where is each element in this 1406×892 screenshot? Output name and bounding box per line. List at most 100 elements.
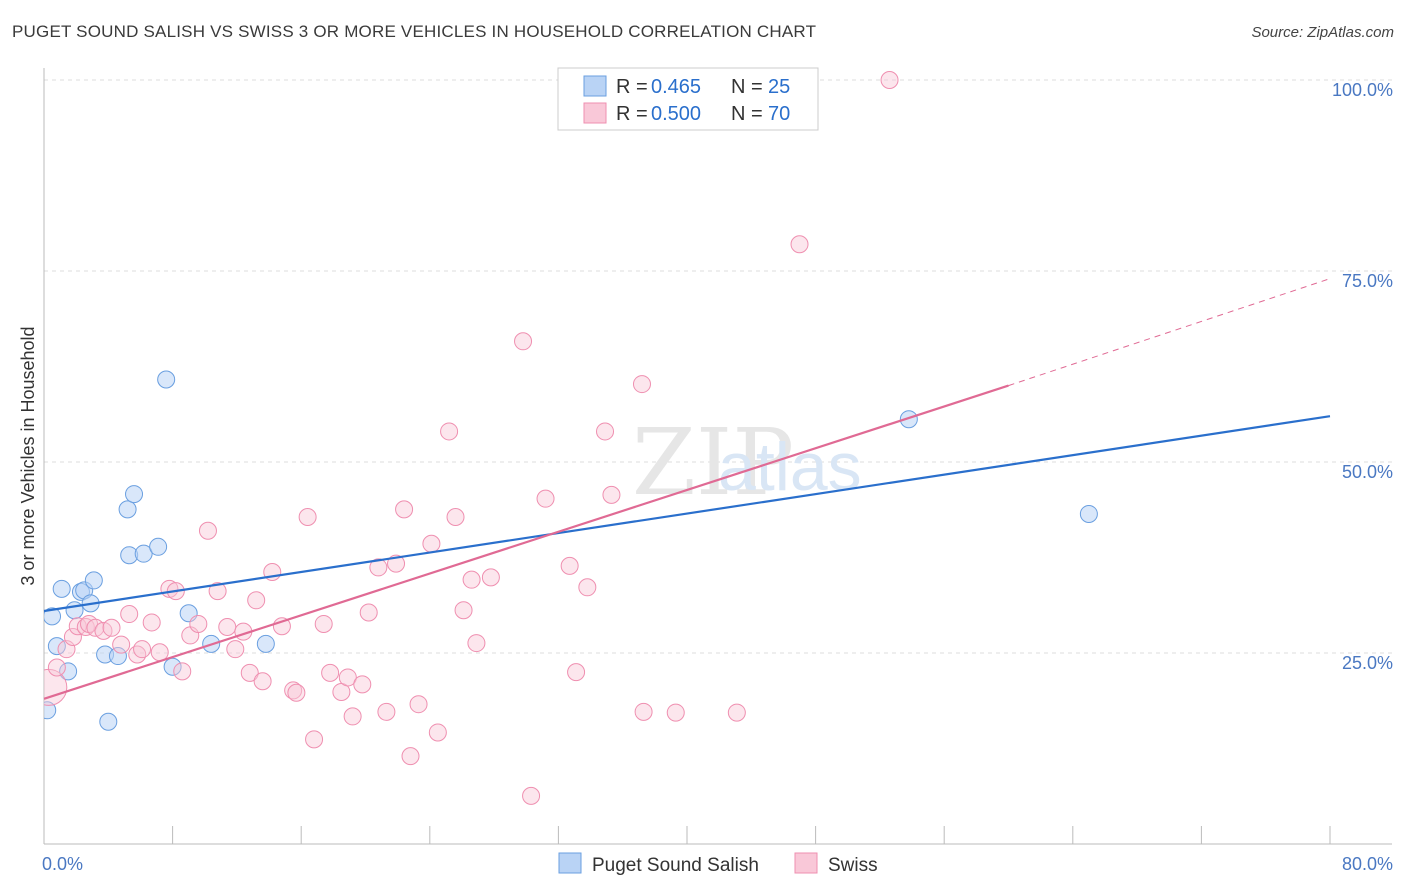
swiss-point-61: [578, 578, 597, 597]
swiss-trend-extension: [1008, 278, 1331, 387]
swiss-point-34: [305, 730, 324, 749]
puget-point-12: [108, 647, 127, 666]
puget-point-13: [118, 500, 137, 519]
puget-point-17: [149, 537, 168, 556]
swiss-point-67: [727, 703, 746, 722]
swiss-point-49: [428, 723, 447, 742]
legend-n-label-puget: N =: [731, 76, 763, 98]
swiss-point-70: [880, 71, 899, 89]
swiss-point-66: [666, 703, 685, 722]
swiss-point-26: [240, 663, 259, 682]
legend-n-value-puget: 25: [768, 76, 790, 98]
swiss-point-46: [401, 747, 420, 766]
puget-point-15: [125, 485, 144, 504]
series-swatch-puget: [558, 852, 582, 874]
swiss-point-3: [63, 627, 82, 646]
swiss-point-58: [536, 489, 555, 508]
puget-point-5: [65, 601, 84, 620]
puget-trend-line: [43, 415, 1331, 613]
swiss-point-52: [454, 601, 473, 620]
source-label: Source: ZipAtlas.com: [1251, 24, 1394, 41]
trend-lines: [43, 278, 1331, 700]
swiss-point-5: [76, 618, 95, 637]
x-tick-label-0: 0.0%: [42, 854, 83, 874]
swiss-point-50: [440, 422, 459, 441]
swiss-point-32: [287, 683, 306, 702]
swiss-point-28: [253, 672, 272, 691]
legend-r-value-puget: 0.465: [651, 76, 701, 98]
y-axis-label: 3 or more Vehicles in Household: [18, 326, 38, 585]
swiss-point-43: [377, 702, 396, 721]
swiss-point-38: [338, 668, 357, 687]
swiss-point-42: [369, 558, 388, 577]
puget-point-9: [84, 571, 103, 590]
swiss-point-33: [298, 508, 317, 527]
swiss-point-39: [343, 707, 362, 726]
legend-r-label-puget: R =: [616, 76, 648, 98]
swiss-point-65: [634, 702, 653, 721]
swiss-point-48: [422, 534, 441, 553]
swiss-point-31: [284, 681, 303, 700]
series-label-puget: Puget Sound Salish: [592, 855, 759, 876]
y-tick-label-1: 50.0%: [1342, 462, 1393, 482]
swiss-point-12: [128, 645, 147, 664]
swiss-point-35: [314, 614, 333, 633]
legend-n-value-swiss: 70: [768, 103, 790, 125]
swiss-point-62: [596, 422, 615, 441]
swiss-point-9: [102, 618, 121, 637]
legend-r-value-swiss: 0.500: [651, 103, 701, 125]
swiss-point-20: [189, 614, 208, 633]
y-tick-label-2: 75.0%: [1342, 271, 1393, 291]
swiss-point-1: [47, 658, 66, 677]
legend-swatch-puget: [583, 75, 607, 97]
swiss-trend-line: [43, 384, 1009, 700]
swiss-point-24: [226, 640, 245, 659]
swiss-point-23: [218, 618, 237, 637]
puget-point-24: [1079, 504, 1098, 523]
swiss-point-60: [567, 663, 586, 682]
puget-point-1: [44, 607, 62, 626]
swiss-point-27: [247, 591, 266, 610]
data-points: [44, 68, 1098, 805]
x-tick-label-1: 80.0%: [1342, 854, 1393, 874]
swiss-point-45: [395, 500, 414, 519]
puget-point-22: [256, 634, 275, 653]
swiss-point-63: [602, 485, 621, 504]
puget-point-3: [52, 579, 71, 598]
swiss-point-40: [353, 675, 372, 694]
swiss-point-51: [446, 508, 465, 527]
y-tick-label-3: 100.0%: [1332, 80, 1393, 100]
series-label-swiss: Swiss: [828, 855, 878, 876]
x-tick-labels: 0.0% 80.0%: [42, 854, 1393, 874]
swiss-point-36: [321, 663, 340, 682]
swiss-point-18: [173, 662, 192, 681]
swiss-point-11: [120, 605, 139, 624]
stats-legend: R = 0.465 N = 25 R = 0.500 N = 70: [557, 67, 819, 131]
puget-point-0: [44, 701, 57, 720]
swiss-point-57: [522, 786, 541, 805]
puget-point-11: [99, 712, 118, 731]
puget-point-23: [899, 410, 918, 429]
y-tick-label-0: 25.0%: [1342, 653, 1393, 673]
puget-point-18: [157, 370, 176, 389]
legend-r-label-swiss: R =: [616, 103, 648, 125]
chart-title: PUGET SOUND SALISH VS SWISS 3 OR MORE VE…: [12, 22, 817, 41]
swiss-point-10: [112, 635, 131, 654]
swiss-point-21: [198, 521, 217, 540]
swiss-point-59: [560, 556, 579, 575]
series-swatch-swiss: [794, 852, 818, 874]
swiss-point-56: [514, 332, 533, 351]
puget-point-19: [163, 657, 182, 676]
legend-n-label-swiss: N =: [731, 103, 763, 125]
puget-point-16: [134, 544, 153, 563]
swiss-point-14: [142, 613, 161, 632]
y-tick-labels: 25.0% 50.0% 75.0% 100.0%: [1332, 80, 1393, 673]
swiss-point-55: [481, 568, 500, 587]
swiss-point-54: [467, 634, 486, 653]
swiss-point-13: [133, 640, 152, 659]
swiss-point-53: [462, 570, 481, 589]
swiss-point-69: [790, 235, 809, 254]
legend-swatch-swiss: [583, 102, 607, 124]
swiss-point-22: [208, 582, 227, 601]
puget-point-4: [59, 662, 78, 681]
